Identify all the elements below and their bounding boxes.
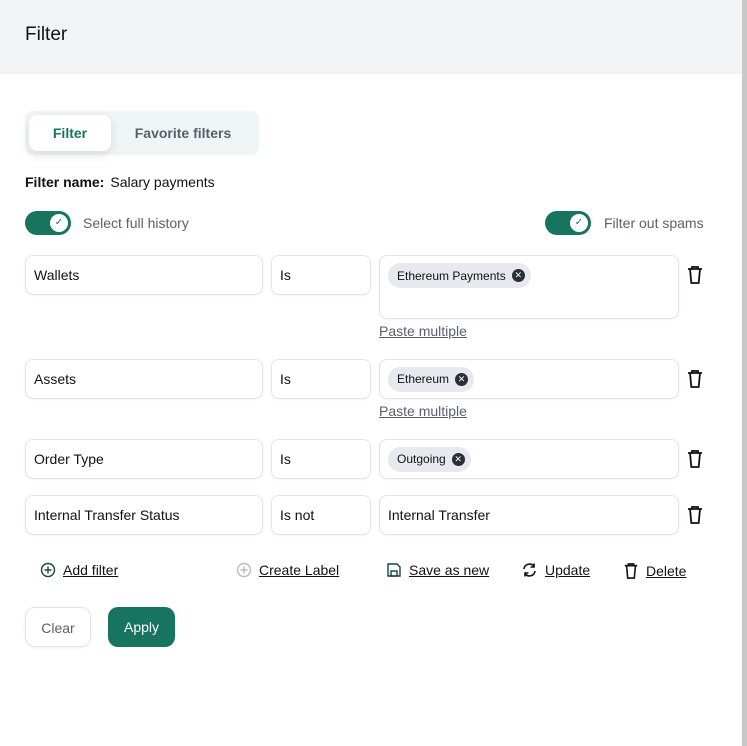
scrollbar[interactable] bbox=[742, 0, 747, 746]
value-chip: Ethereum ✕ bbox=[388, 366, 475, 392]
save-icon bbox=[387, 563, 401, 577]
remove-chip-icon[interactable]: ✕ bbox=[455, 372, 469, 386]
tab-filter[interactable]: Filter bbox=[29, 115, 111, 151]
plus-circle-icon bbox=[236, 562, 252, 578]
operator-select[interactable]: Is bbox=[271, 359, 371, 399]
create-label-label: Create Label bbox=[259, 562, 340, 578]
filter-name-value: Salary payments bbox=[110, 174, 215, 190]
value-input[interactable]: Ethereum Payments ✕ bbox=[379, 255, 679, 319]
delete-button[interactable]: Delete bbox=[623, 562, 686, 580]
operator-select[interactable]: Is not bbox=[271, 495, 371, 535]
value-input[interactable]: Internal Transfer bbox=[379, 495, 679, 535]
trash-icon[interactable] bbox=[686, 369, 704, 389]
paste-multiple-link[interactable]: Paste multiple bbox=[379, 403, 467, 419]
value-input[interactable]: Ethereum ✕ bbox=[379, 359, 679, 399]
field-select[interactable]: Internal Transfer Status bbox=[25, 495, 263, 535]
filter-spams-label: Filter out spams bbox=[604, 215, 704, 231]
update-button[interactable]: Update bbox=[521, 562, 590, 578]
field-select[interactable]: Wallets bbox=[25, 255, 263, 295]
value-chip: Outgoing ✕ bbox=[388, 446, 471, 472]
filter-spams-toggle[interactable]: ✓ bbox=[545, 211, 591, 235]
field-select[interactable]: Order Type bbox=[25, 439, 263, 479]
trash-icon[interactable] bbox=[686, 265, 704, 285]
trash-icon bbox=[624, 563, 638, 579]
operator-select[interactable]: Is bbox=[271, 255, 371, 295]
update-label: Update bbox=[545, 562, 591, 578]
dialog-header: Filter bbox=[0, 0, 742, 74]
remove-chip-icon[interactable]: ✕ bbox=[451, 452, 465, 466]
tab-favorite-filters[interactable]: Favorite filters bbox=[134, 125, 232, 141]
create-label-button[interactable]: Create Label bbox=[236, 562, 339, 578]
check-icon: ✓ bbox=[570, 214, 588, 232]
remove-chip-icon[interactable]: ✕ bbox=[511, 269, 525, 282]
tab-bar: Filter Favorite filters bbox=[25, 111, 259, 155]
apply-button[interactable]: Apply bbox=[108, 607, 175, 647]
trash-icon[interactable] bbox=[686, 449, 704, 469]
paste-multiple-link[interactable]: Paste multiple bbox=[379, 323, 467, 339]
full-history-label: Select full history bbox=[83, 215, 189, 231]
operator-select[interactable]: Is bbox=[271, 439, 371, 479]
trash-icon[interactable] bbox=[686, 505, 704, 525]
save-as-new-label: Save as new bbox=[409, 562, 490, 578]
chip-label: Outgoing bbox=[397, 452, 446, 466]
clear-button[interactable]: Clear bbox=[25, 607, 91, 647]
value-input[interactable]: Outgoing ✕ bbox=[379, 439, 679, 479]
filter-name-label: Filter name: bbox=[25, 174, 105, 190]
add-filter-label: Add filter bbox=[63, 562, 119, 578]
save-as-new-button[interactable]: Save as new bbox=[386, 562, 489, 578]
full-history-toggle[interactable]: ✓ bbox=[25, 211, 71, 235]
add-filter-button[interactable]: Add filter bbox=[40, 562, 118, 578]
delete-label: Delete bbox=[646, 563, 687, 579]
chip-label: Ethereum bbox=[397, 372, 450, 386]
check-icon: ✓ bbox=[50, 214, 68, 232]
field-select[interactable]: Assets bbox=[25, 359, 263, 399]
filter-name: Filter name: Salary payments bbox=[25, 174, 215, 190]
refresh-icon bbox=[523, 563, 536, 577]
plus-circle-icon bbox=[40, 562, 56, 578]
dialog-title: Filter bbox=[25, 24, 68, 45]
chip-label: Ethereum Payments bbox=[397, 268, 506, 283]
value-chip: Ethereum Payments ✕ bbox=[388, 263, 531, 288]
